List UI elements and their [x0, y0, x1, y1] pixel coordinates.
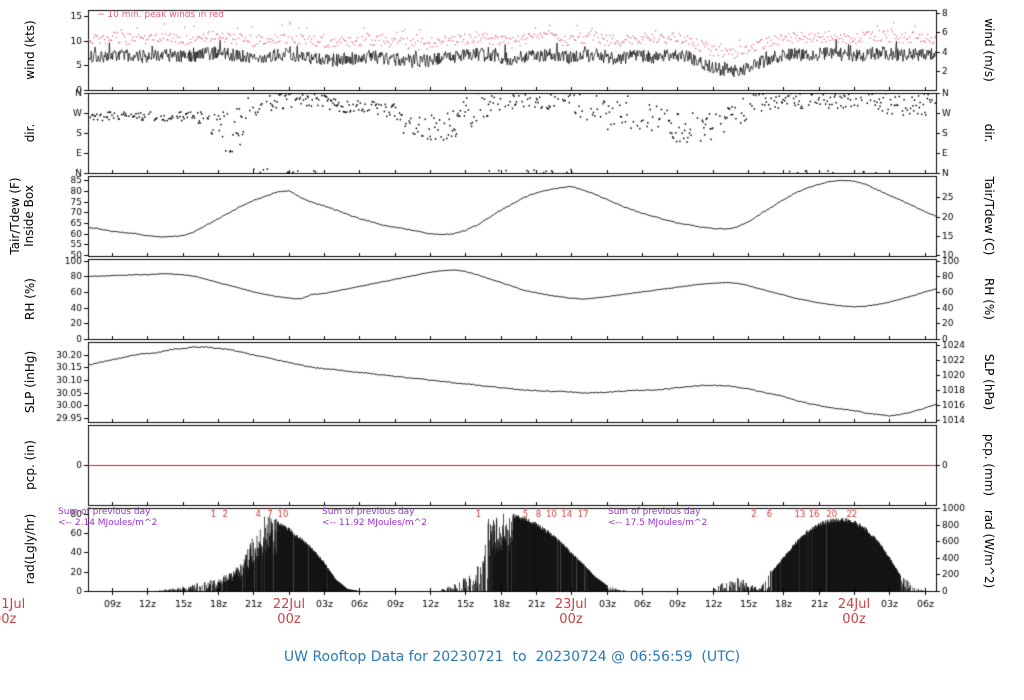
date-label-22jul: 22Jul 00z [273, 597, 305, 627]
sum-note-line: Sum of previous day [58, 507, 151, 517]
sum-note-line: Sum of previous day [608, 507, 701, 517]
axis-title-slp-inhg: SLP (inHg) [23, 350, 37, 414]
sum-note-line: <-- 2.14 MJoules/m^2 [58, 518, 158, 528]
date-line: 00z [0, 612, 17, 627]
sum-note-line: <-- 11.92 MJoules/m^2 [322, 518, 427, 528]
peak-winds-note: ~ 10 min. peak winds in red [97, 10, 224, 20]
axis-title-rad-lgly: rad(Lgly/hr) [23, 513, 37, 585]
date-line: 00z [842, 612, 866, 627]
axis-title-dir-left: dir. [23, 123, 37, 143]
sum-note-line: Sum of previous day [322, 507, 415, 517]
axis-title-rad-wm2: rad (W/m^2) [982, 509, 996, 589]
date-label-23jul: 23Jul 00z [555, 597, 587, 627]
axis-title-wind-ms: wind (m/s) [982, 18, 996, 82]
sum-previous-day-note-1: Sum of previous day <-- 2.14 MJoules/m^2 [58, 507, 157, 529]
axis-title-pcp-in: pcp. (in) [23, 440, 37, 490]
chart-title: UW Rooftop Data for 20230721 to 20230724… [283, 649, 741, 665]
axis-title-rh-right: RH (%) [982, 278, 996, 320]
axis-title-inside-box: Inside Box [22, 185, 36, 247]
axis-title-wind-kts: wind (kts) [23, 20, 37, 80]
axis-title-pcp-mm: pcp. (mm) [982, 433, 996, 497]
sum-previous-day-note-2: Sum of previous day <-- 11.92 MJoules/m^… [322, 507, 427, 529]
axis-title-dir-right: dir. [982, 123, 996, 143]
date-line: 24Jul [837, 597, 871, 612]
date-line: 22Jul [272, 597, 306, 612]
axis-title-tair-f: Tair/Tdew (F) [8, 177, 22, 255]
sum-previous-day-note-3: Sum of previous day <-- 17.5 MJoules/m^2 [608, 507, 707, 529]
axis-title-rh-left: RH (%) [23, 278, 37, 320]
axis-title-tair-c: Tair/Tdew (C) [982, 176, 996, 256]
date-label-24jul: 24Jul 00z [838, 597, 870, 627]
date-line: 00z [559, 612, 583, 627]
axis-title-slp-hpa: SLP (hPa) [982, 353, 996, 411]
sum-note-line: <-- 17.5 MJoules/m^2 [608, 518, 708, 528]
date-line: 00z [277, 612, 301, 627]
date-line: 23Jul [554, 597, 588, 612]
